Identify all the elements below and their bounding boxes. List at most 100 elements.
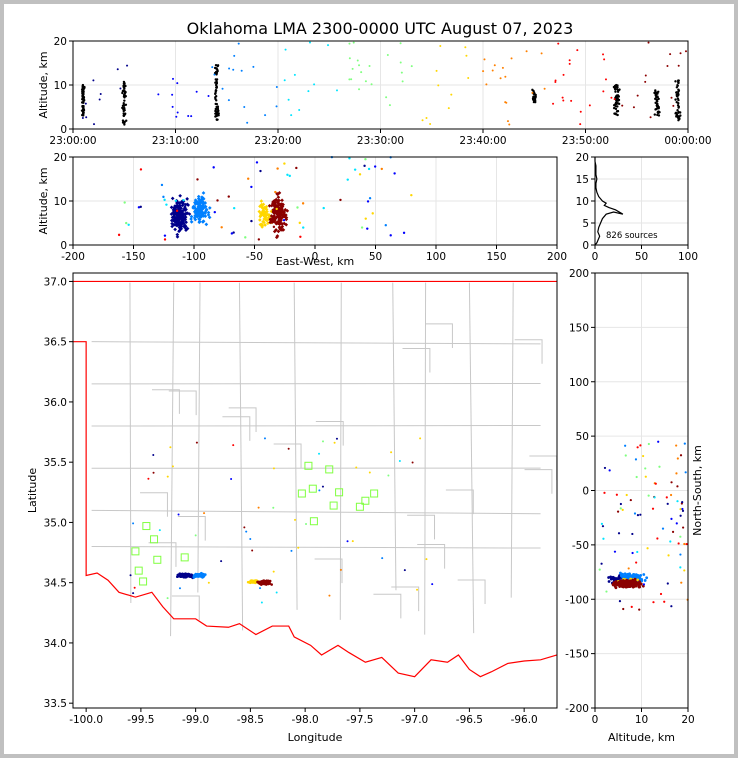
y-tick-label: 10 — [54, 80, 67, 92]
data-point — [670, 517, 673, 520]
data-point — [625, 493, 628, 497]
station-marker — [308, 484, 317, 493]
data-point — [615, 493, 618, 496]
data-point — [576, 49, 579, 52]
x-tick-label: 23:30:00 — [357, 135, 404, 147]
data-point — [632, 106, 635, 109]
data-point — [126, 64, 129, 67]
plan-view-frame — [72, 272, 558, 709]
data-point — [636, 582, 640, 586]
station-marker — [370, 489, 379, 498]
county-line — [91, 546, 541, 549]
station-marker — [134, 566, 143, 575]
data-point — [657, 111, 660, 115]
data-point — [232, 68, 235, 71]
data-point — [675, 93, 678, 96]
data-point — [328, 594, 331, 597]
data-point — [351, 67, 354, 70]
data-point — [619, 507, 622, 510]
data-point — [201, 574, 204, 578]
y-tick-label: 36.5 — [44, 337, 67, 349]
y-tick-label: 20 — [54, 152, 67, 164]
data-point — [272, 229, 277, 234]
data-point — [173, 227, 177, 232]
data-point — [215, 67, 218, 70]
data-point — [609, 577, 613, 581]
data-point — [679, 566, 682, 569]
data-point — [482, 70, 485, 73]
data-point — [647, 442, 650, 446]
data-point — [431, 583, 434, 586]
data-point — [185, 573, 188, 577]
data-point — [275, 200, 280, 204]
data-point — [174, 199, 177, 202]
data-point — [177, 513, 180, 516]
data-point — [381, 557, 384, 560]
station-marker — [180, 553, 189, 562]
data-point — [388, 104, 391, 107]
data-point — [367, 167, 371, 171]
data-point — [615, 102, 618, 106]
data-point — [213, 210, 216, 214]
data-point — [625, 578, 629, 582]
data-point — [181, 213, 186, 218]
data-point — [684, 50, 687, 53]
data-point — [214, 89, 218, 92]
data-point — [642, 573, 646, 576]
data-point — [195, 212, 199, 217]
data-point — [429, 122, 432, 125]
data-point — [366, 200, 370, 203]
y-tick-label: 35.5 — [44, 457, 67, 469]
data-point — [348, 157, 351, 160]
data-point — [398, 459, 401, 462]
data-point — [410, 193, 413, 197]
data-point — [670, 481, 673, 484]
data-point — [677, 81, 680, 85]
data-point — [681, 509, 685, 512]
data-point — [280, 198, 284, 203]
data-point — [163, 198, 166, 202]
y-tick-label: 37.0 — [44, 276, 67, 288]
y-tick-label: 0 — [582, 486, 589, 498]
data-point — [264, 204, 269, 209]
data-point — [264, 114, 267, 117]
data-point — [232, 444, 235, 447]
data-point — [227, 99, 230, 102]
data-point — [260, 601, 263, 604]
data-point — [570, 99, 573, 102]
data-point — [127, 223, 130, 226]
data-point — [630, 605, 633, 608]
data-point — [165, 203, 168, 206]
data-point — [243, 105, 246, 108]
data-point — [215, 110, 218, 113]
data-point — [211, 66, 214, 69]
time-altitude-panel: 23:00:00 23:10:00 23:20:00 23:30:00 23:40:00… — [37, 36, 712, 147]
data-point — [287, 447, 290, 450]
data-point — [447, 107, 450, 110]
data-point — [82, 104, 85, 108]
data-point — [197, 217, 202, 222]
y-tick-label: 100 — [569, 377, 589, 389]
data-point — [675, 472, 678, 475]
data-point — [339, 568, 342, 571]
data-point — [183, 224, 188, 229]
x-axis-label: Longitude — [288, 731, 343, 744]
data-point — [682, 526, 685, 529]
data-point — [669, 53, 672, 56]
source-count-annotation: 826 sources — [606, 231, 658, 241]
data-point — [675, 91, 678, 94]
data-point — [198, 210, 203, 215]
data-point — [634, 458, 638, 461]
station-marker — [297, 489, 306, 498]
data-point — [321, 485, 324, 488]
data-point — [267, 203, 272, 208]
data-point — [676, 457, 679, 460]
county-line — [457, 579, 486, 605]
data-point — [676, 84, 679, 87]
data-point — [602, 53, 605, 56]
data-point — [162, 195, 165, 199]
station-marker — [304, 461, 313, 470]
data-point — [199, 199, 204, 204]
data-point — [295, 166, 298, 170]
data-point — [197, 220, 202, 225]
